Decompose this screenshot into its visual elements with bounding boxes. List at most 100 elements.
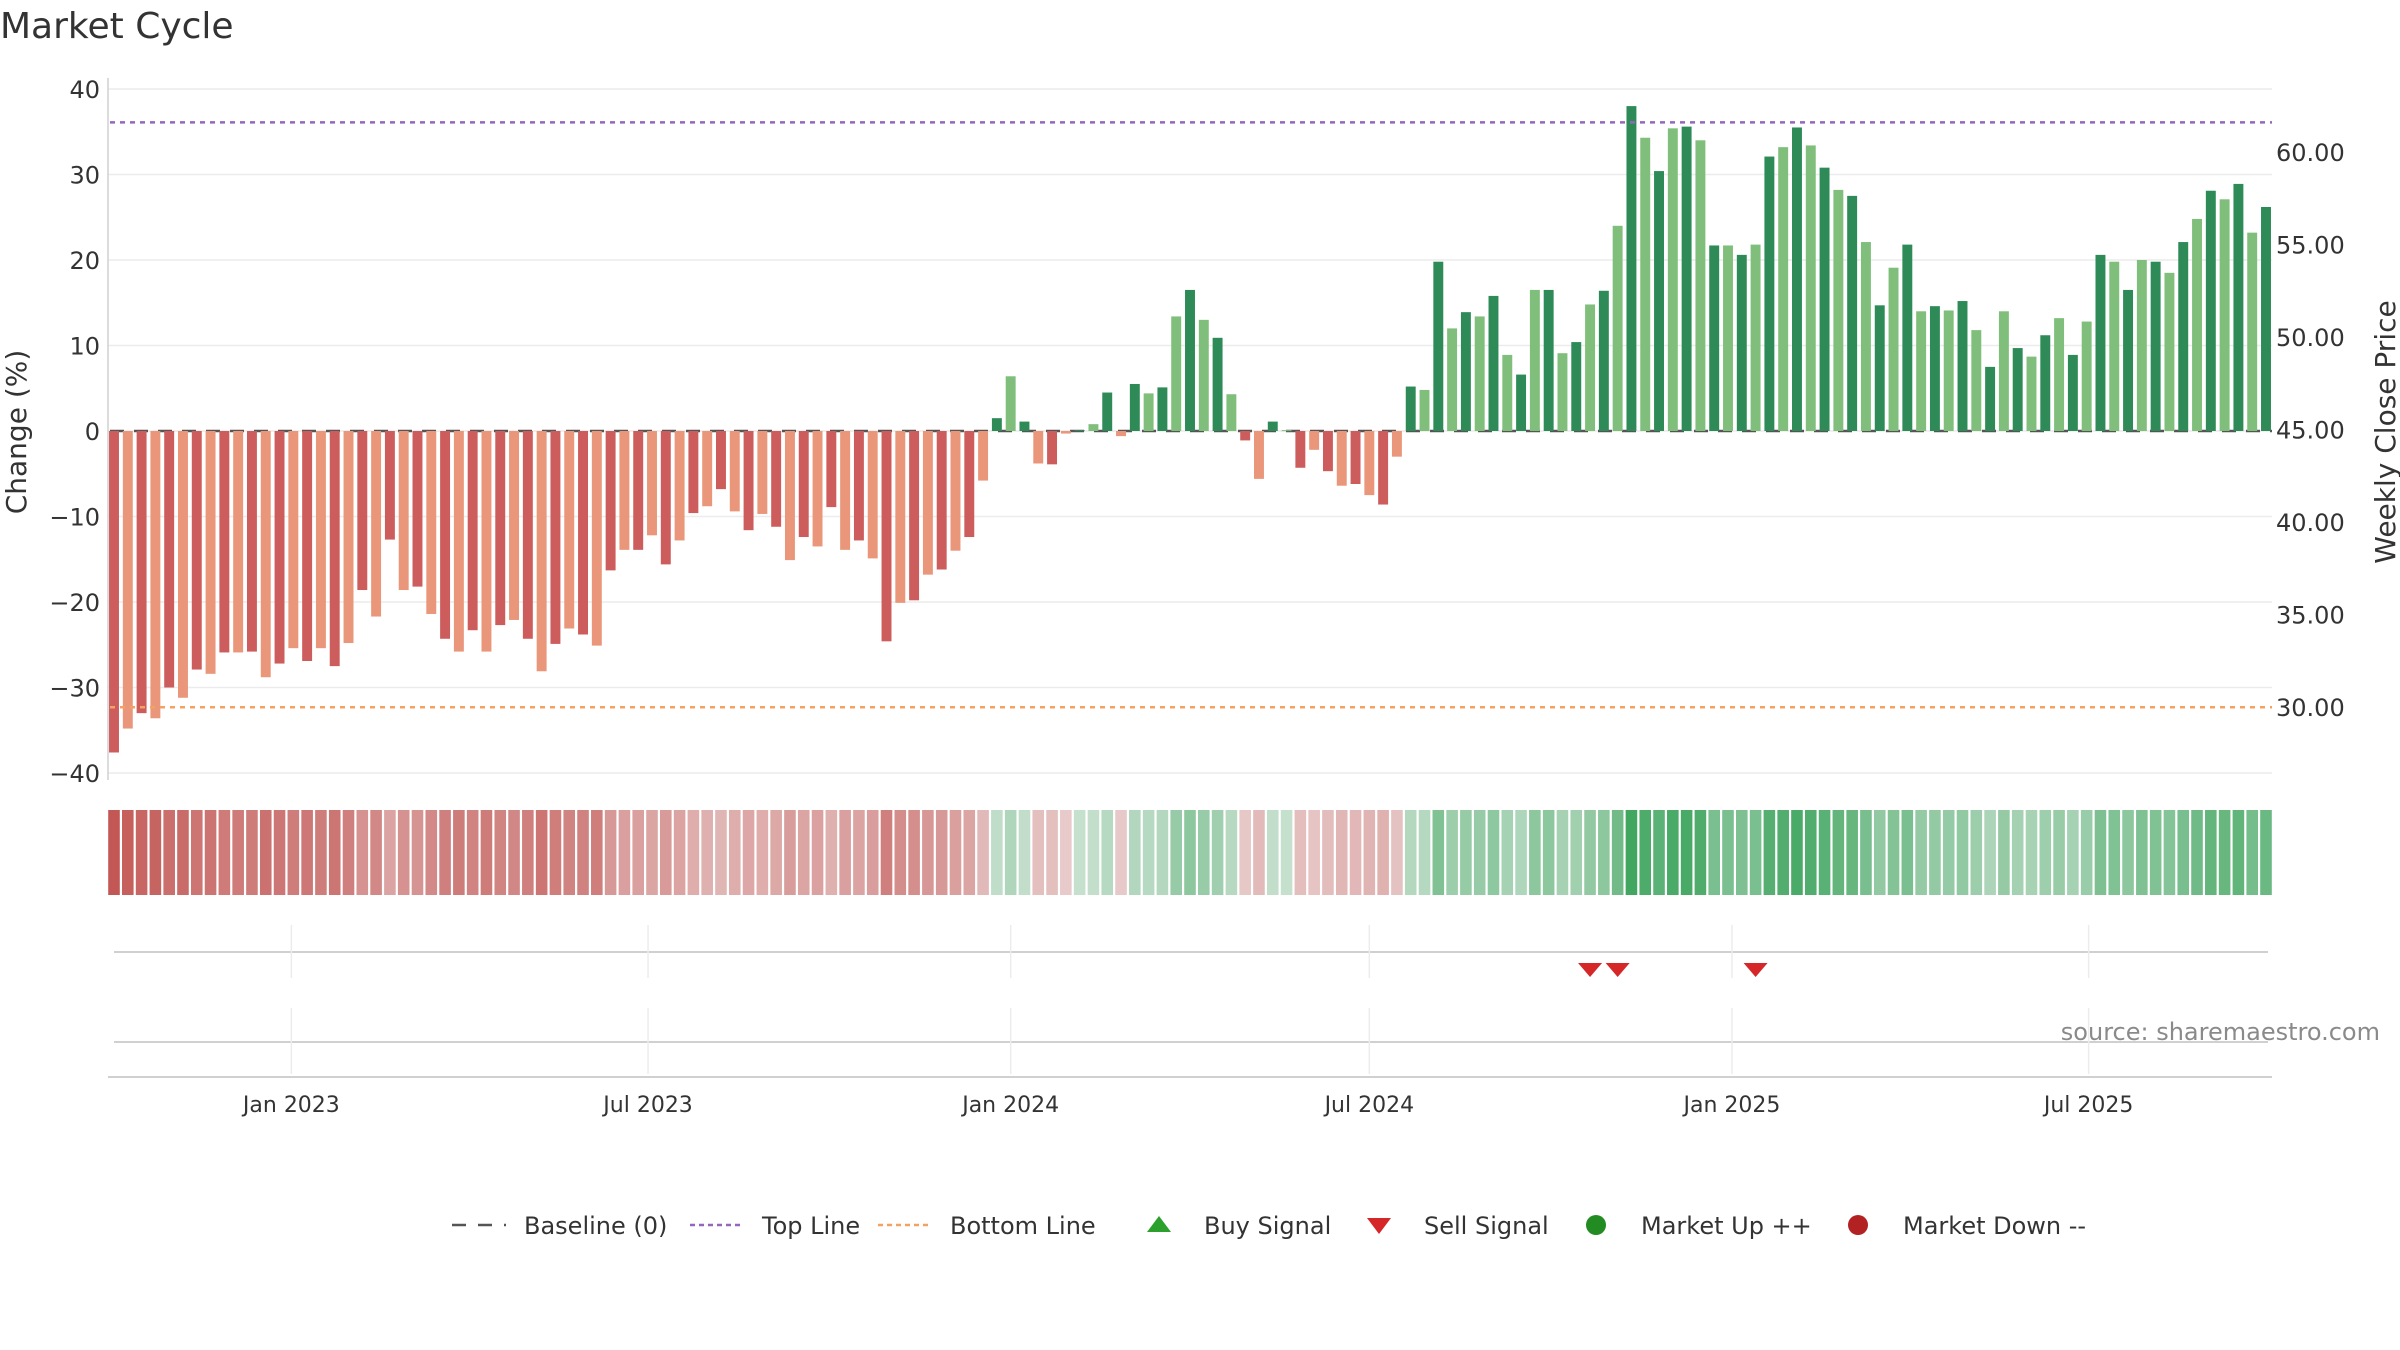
strip-cell bbox=[439, 810, 451, 895]
chart-title: Market Cycle bbox=[0, 6, 234, 47]
strip-cell bbox=[1804, 810, 1817, 895]
strip-cell bbox=[1570, 810, 1583, 895]
strip-cell bbox=[1515, 810, 1527, 895]
right-tick-label: 55.00 bbox=[2276, 231, 2345, 259]
right-axis-title: Weekly Close Price bbox=[2369, 300, 2400, 563]
change-bar bbox=[1088, 424, 1099, 431]
change-bar bbox=[398, 431, 409, 591]
change-bar bbox=[2040, 335, 2051, 431]
strip-cell bbox=[991, 810, 1003, 895]
change-bar bbox=[1847, 195, 1858, 431]
strip-cell bbox=[1377, 810, 1389, 895]
change-bar bbox=[2054, 318, 2065, 431]
strip-cell bbox=[2191, 810, 2203, 895]
change-bar bbox=[1971, 330, 1982, 431]
strip-cell bbox=[1942, 810, 1955, 895]
legend-swatch-sell-icon bbox=[1367, 1218, 1391, 1234]
strip-cell bbox=[1032, 810, 1045, 895]
strip-cell bbox=[425, 810, 438, 895]
strip-cell bbox=[522, 810, 534, 895]
strip-cell bbox=[315, 810, 327, 895]
change-bar bbox=[1929, 306, 1940, 431]
strip-cell bbox=[1625, 810, 1638, 895]
change-bar bbox=[302, 431, 313, 661]
legend-label: Market Down -- bbox=[1903, 1212, 2086, 1240]
change-bar bbox=[1460, 312, 1471, 431]
strip-cell bbox=[1308, 810, 1320, 895]
strip-cell bbox=[1763, 810, 1776, 895]
change-bar bbox=[1226, 394, 1237, 431]
change-bar bbox=[1336, 431, 1347, 486]
strip-cell bbox=[1818, 810, 1831, 895]
change-bar bbox=[274, 431, 285, 664]
change-bar bbox=[495, 431, 506, 626]
strip-cell bbox=[2025, 810, 2038, 895]
change-bar bbox=[2026, 356, 2037, 431]
change-bar bbox=[522, 431, 533, 639]
strip-cell bbox=[646, 810, 658, 895]
strip-cell bbox=[1460, 810, 1472, 895]
strip-cell bbox=[1639, 810, 1652, 895]
change-bar bbox=[729, 431, 740, 512]
strip-cell bbox=[1473, 810, 1486, 895]
change-bar bbox=[1281, 430, 1292, 432]
strip-cell bbox=[480, 810, 493, 895]
x-axis-ticks: Jan 2023 Jul 2023 Jan 2024 Jul 2024 Jan 2025… bbox=[241, 1093, 2133, 1118]
strip-cell bbox=[1294, 810, 1307, 895]
change-bar bbox=[619, 431, 630, 550]
strip-cell bbox=[1115, 810, 1127, 895]
change-bar bbox=[716, 431, 726, 490]
strip-cell bbox=[246, 810, 258, 895]
strip-cell bbox=[2122, 810, 2134, 895]
strip-cell bbox=[1956, 810, 1969, 895]
change-bar bbox=[453, 431, 464, 652]
change-bar bbox=[1240, 431, 1251, 441]
strip-cell bbox=[839, 810, 851, 895]
change-bar bbox=[288, 431, 299, 649]
strip-cell bbox=[2053, 810, 2065, 895]
strip-cell bbox=[673, 810, 686, 895]
change-bar bbox=[660, 431, 671, 565]
strip-cell bbox=[1915, 810, 1927, 895]
strip-cell bbox=[591, 810, 603, 895]
change-bar bbox=[343, 431, 354, 644]
strip-cell bbox=[1970, 810, 1983, 895]
market-panel bbox=[108, 1008, 2272, 1078]
strip-cell bbox=[1087, 810, 1100, 895]
strip-cell bbox=[1680, 810, 1693, 895]
legend-swatch-market-down-icon bbox=[1848, 1215, 1868, 1235]
strip-cell bbox=[453, 810, 465, 895]
change-bar bbox=[895, 431, 906, 603]
x-tick-label: Jan 2024 bbox=[960, 1093, 1059, 1118]
strip-cell bbox=[949, 810, 962, 895]
strip-cell bbox=[1984, 810, 1996, 895]
change-bar bbox=[2205, 190, 2216, 431]
strip-cell bbox=[1653, 810, 1665, 895]
change-bar bbox=[757, 431, 768, 514]
strip-cell bbox=[1253, 810, 1265, 895]
change-bar bbox=[1516, 374, 1527, 431]
right-tick-label: 45.00 bbox=[2276, 417, 2345, 445]
strip-cell bbox=[108, 810, 120, 895]
strip-cell bbox=[811, 810, 824, 895]
right-tick-label: 50.00 bbox=[2276, 324, 2345, 352]
legend-item-market-down: Market Down -- bbox=[1848, 1212, 2086, 1240]
change-bar bbox=[136, 431, 147, 714]
strip-cell bbox=[618, 810, 631, 895]
strip-cell bbox=[411, 810, 424, 895]
change-bar bbox=[1378, 431, 1389, 505]
change-bar bbox=[1557, 353, 1568, 431]
change-bar bbox=[909, 431, 920, 601]
left-tick-label: 30 bbox=[69, 162, 100, 190]
strip-cell bbox=[1529, 810, 1541, 895]
strip-cell bbox=[866, 810, 879, 895]
strip-cell bbox=[1266, 810, 1279, 895]
change-bar bbox=[1998, 311, 2009, 431]
change-bar bbox=[536, 431, 547, 672]
strip-cell bbox=[922, 810, 934, 895]
change-bar bbox=[812, 431, 823, 547]
change-bar bbox=[1447, 328, 1458, 431]
strip-cell bbox=[2067, 810, 2079, 895]
change-bar bbox=[1792, 127, 1802, 431]
strip-cell bbox=[1860, 810, 1872, 895]
